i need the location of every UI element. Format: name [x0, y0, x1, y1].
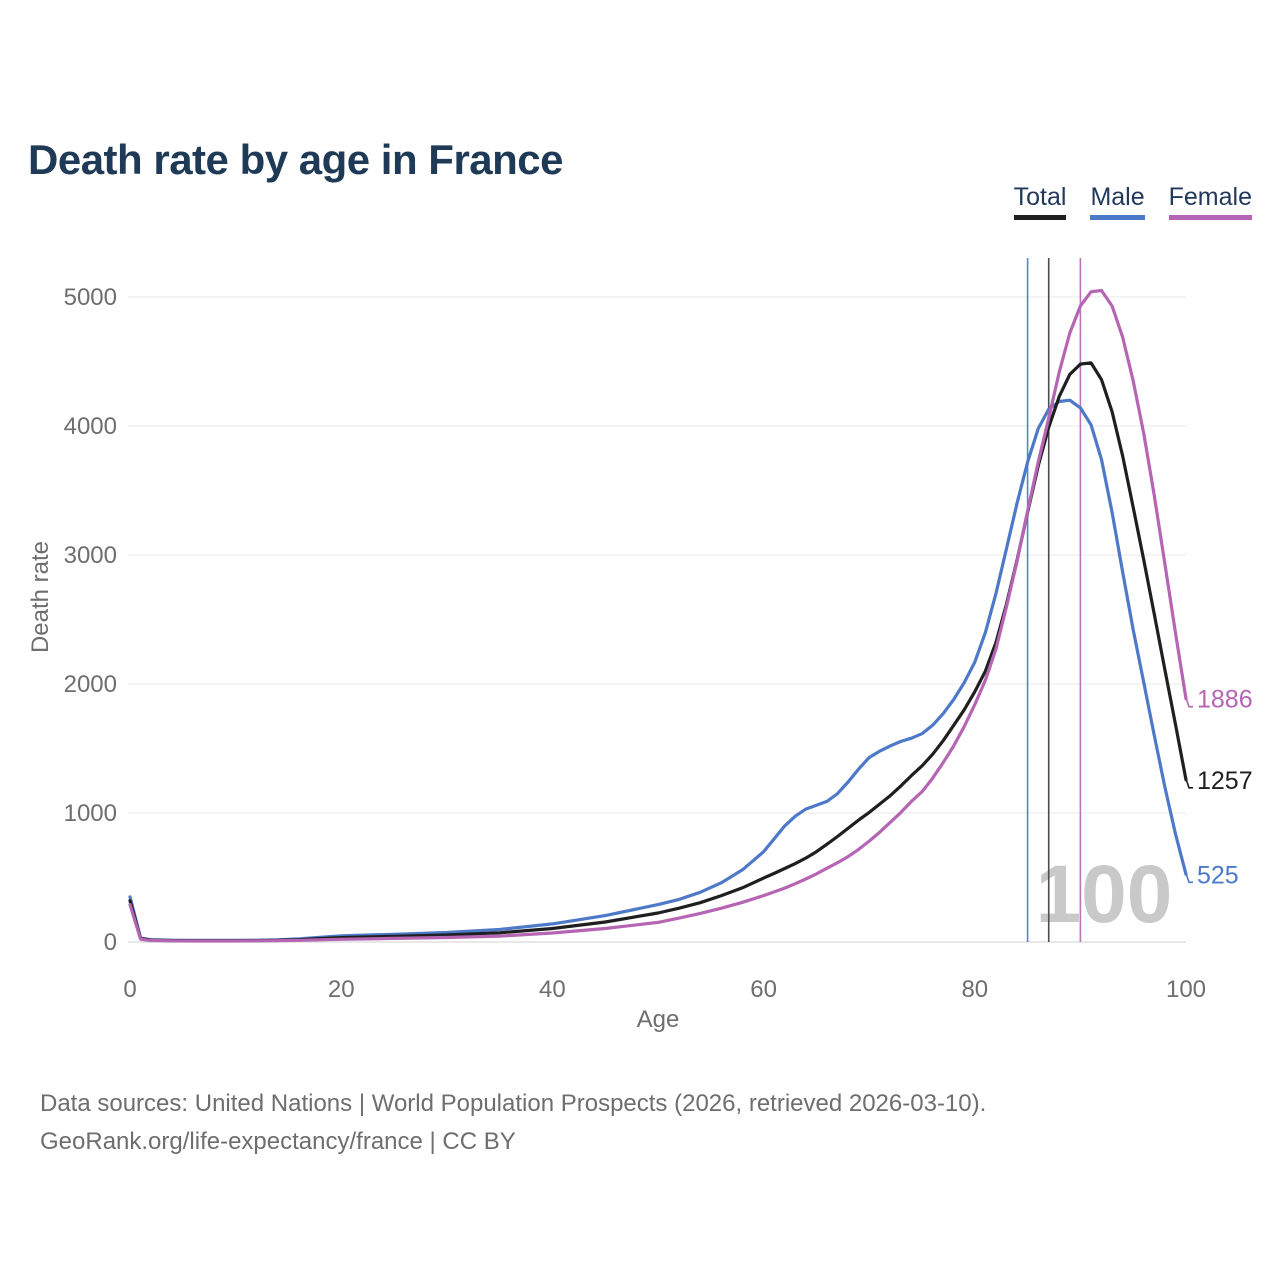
end-value-label-male: 525 — [1197, 861, 1239, 889]
y-tick-label-0: 0 — [104, 929, 117, 956]
y-tick-label-4000: 4000 — [64, 413, 117, 440]
y-tick-label-3000: 3000 — [64, 542, 117, 569]
x-tick-label-20: 20 — [328, 976, 355, 1003]
end-hook-female — [1185, 697, 1193, 708]
end-hook-total — [1185, 778, 1193, 789]
end-hook-male — [1185, 873, 1193, 884]
end-value-label-total: 1257 — [1197, 767, 1253, 795]
year-watermark: 100 — [1036, 849, 1173, 940]
x-tick-label-80: 80 — [961, 976, 988, 1003]
y-axis-title: Death rate — [27, 541, 54, 653]
legend-item-female[interactable]: Female — [1168, 183, 1252, 220]
x-tick-label-40: 40 — [539, 976, 566, 1003]
end-value-label-female: 1886 — [1197, 686, 1253, 714]
y-tick-label-2000: 2000 — [64, 671, 117, 698]
x-tick-label-0: 0 — [123, 976, 136, 1003]
chart-legend: Total Male Female — [1013, 183, 1252, 220]
data-sources-note: Data sources: United Nations | World Pop… — [40, 1090, 987, 1117]
x-tick-label-100: 100 — [1166, 976, 1206, 1003]
x-axis-title: Age — [637, 1006, 680, 1033]
y-tick-label-1000: 1000 — [64, 800, 117, 827]
x-tick-label-60: 60 — [750, 976, 777, 1003]
y-tick-label-5000: 5000 — [64, 284, 117, 311]
legend-item-total[interactable]: Total — [1013, 183, 1067, 220]
page-title: Death rate by age in France — [28, 136, 564, 184]
license-note: GeoRank.org/life-expectancy/france | CC … — [40, 1128, 516, 1155]
legend-item-male[interactable]: Male — [1090, 183, 1145, 220]
series-line-female — [128, 288, 1188, 943]
